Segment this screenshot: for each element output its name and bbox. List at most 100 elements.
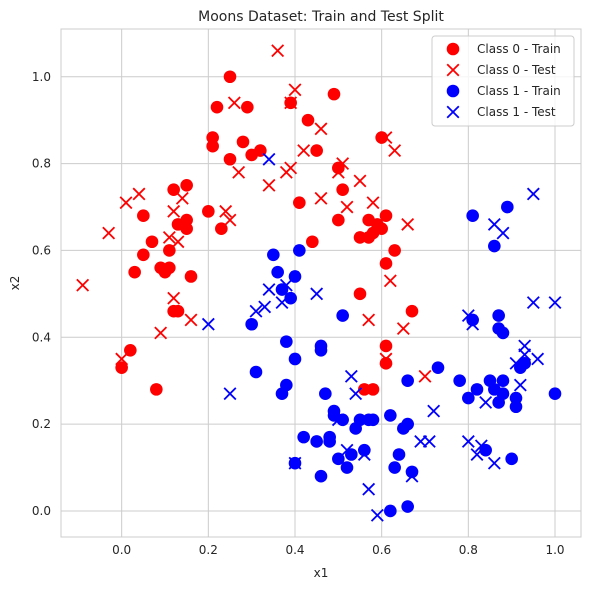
data-point-x [262,283,276,296]
data-point-x [171,235,185,249]
data-point-circle [462,391,475,405]
series-3 [201,152,562,522]
data-point-circle [470,383,484,396]
series-1 [76,44,432,383]
data-point-x [466,317,480,331]
data-point-circle [314,469,328,483]
data-point-x [401,217,415,231]
data-point-circle [163,261,176,275]
data-point-circle [297,430,310,444]
data-point-x [396,322,410,336]
data-point-x [288,83,302,97]
data-point-x [184,313,198,327]
data-point-circle [405,465,419,479]
data-point-x [271,44,285,58]
y-tick-label: 1.0 [32,70,51,84]
data-point-circle [180,222,193,236]
data-point-circle [379,339,393,353]
data-point-x [405,469,419,483]
data-points [76,44,562,522]
data-point-circle [401,417,414,431]
data-point-x [262,152,276,166]
legend-box [431,35,575,127]
data-point-x [258,300,272,314]
series-0 [115,70,419,396]
y-tick-label: 0.0 [32,504,51,518]
data-point-circle [150,383,163,396]
data-point-circle [128,265,141,279]
data-point-circle [280,378,293,392]
data-point-x [362,313,376,327]
y-tick-label: 0.2 [32,417,51,431]
data-point-x [76,278,90,292]
data-point-circle [202,205,215,218]
data-point-x [331,413,345,427]
legend-label: Class 1 - Test [477,105,556,119]
data-point-x [284,96,298,110]
data-point-circle [353,413,367,427]
data-point-circle [310,435,323,448]
data-point-x [331,165,345,179]
data-point-circle [336,309,349,322]
data-point-circle [180,179,193,192]
data-point-circle [332,213,345,227]
data-point-circle [401,500,414,513]
data-point-x [357,448,371,461]
data-point-circle [405,304,419,318]
data-point-circle [137,248,150,262]
data-point-circle [548,387,562,401]
data-point-circle [384,409,397,422]
data-point-circle [453,374,466,387]
data-point-circle [301,113,315,127]
legend-x-marker [446,63,460,77]
data-point-circle [505,452,518,466]
data-point-x [154,326,168,340]
data-point-circle [336,413,349,427]
data-point-circle [492,309,505,322]
data-point-circle [466,209,479,223]
data-point-circle [353,231,367,244]
data-point-circle [340,461,354,474]
data-point-circle [249,365,263,379]
data-point-x [340,200,354,214]
data-point-circle [271,265,284,279]
data-point-x [344,369,358,383]
data-point-circle [206,131,219,144]
data-point-x [388,144,402,158]
data-point-x [297,144,311,158]
data-point-circle [223,152,237,166]
y-axis-label: x2 [8,276,22,291]
data-point-x [418,369,432,383]
y-tick-label: 0.6 [32,243,51,257]
legend-circle-marker [446,42,460,56]
data-point-circle [401,374,414,387]
data-point-x [479,395,493,409]
data-point-circle [358,383,371,396]
x-tick-label: 0.2 [199,543,218,557]
data-point-circle [236,135,250,149]
data-point-circle [323,435,336,448]
data-point-x [461,435,475,448]
y-tick-label: 0.4 [32,330,51,344]
data-point-circle [366,413,380,427]
legend-circle-marker [446,84,460,98]
tick-labels: 0.0 0.2 0.4 0.6 0.8 1.0 0.0 0.2 0.4 0.6 0.8 1.0 [32,70,565,557]
legend-entry: Class 0 - Test [446,63,556,77]
data-point-x [518,348,532,362]
data-point-circle [379,209,393,223]
data-point-circle [245,317,258,331]
legend: Class 0 - Train Class 0 - Test Class 1 - T… [431,35,575,127]
data-point-circle [280,335,293,348]
data-point-x [249,304,263,318]
data-point-circle [388,244,401,257]
data-point-x [362,482,376,496]
data-point-x [227,96,241,110]
data-point-circle [375,131,388,144]
data-point-circle [184,270,198,283]
legend-entry: Class 1 - Train [446,84,561,98]
data-point-x [162,230,176,244]
data-point-x [526,296,540,309]
data-point-circle [137,209,150,223]
data-point-circle [288,352,302,366]
x-tick-label: 1.0 [545,543,564,557]
